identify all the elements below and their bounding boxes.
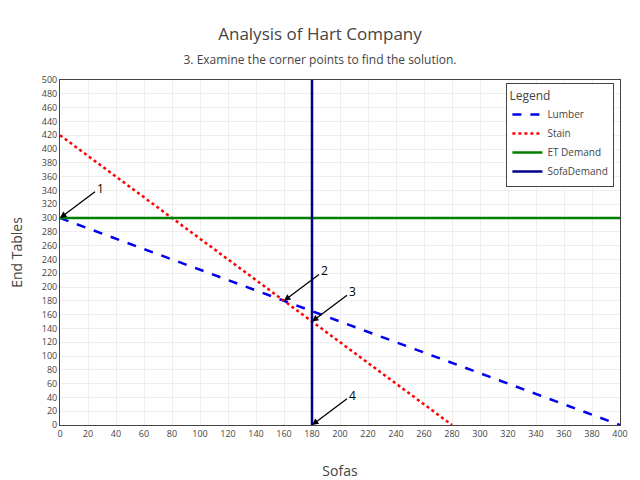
svg-text:480: 480 [42,87,57,100]
svg-text:260: 260 [416,427,431,440]
svg-text:360: 360 [556,427,571,440]
svg-text:60: 60 [47,377,57,390]
svg-text:40: 40 [47,391,57,404]
svg-text:60: 60 [139,427,149,440]
svg-text:SofaDemand: SofaDemand [547,164,607,178]
svg-text:Stain: Stain [547,126,570,140]
svg-text:1: 1 [97,180,104,197]
svg-text:380: 380 [42,156,57,169]
svg-text:100: 100 [192,427,207,440]
svg-text:Lumber: Lumber [547,107,583,121]
svg-text:160: 160 [276,427,291,440]
svg-text:200: 200 [332,427,347,440]
svg-text:End Tables: End Tables [7,217,26,288]
svg-text:Analysis of Hart Company: Analysis of Hart Company [218,22,422,45]
svg-text:200: 200 [42,280,57,293]
svg-text:80: 80 [47,363,57,376]
svg-text:320: 320 [500,427,515,440]
svg-text:2: 2 [321,262,328,279]
svg-text:220: 220 [42,266,57,279]
svg-text:120: 120 [42,335,57,348]
svg-text:80: 80 [167,427,177,440]
svg-text:Legend: Legend [509,87,550,104]
svg-text:140: 140 [42,322,57,335]
svg-text:20: 20 [83,427,93,440]
svg-text:300: 300 [472,427,487,440]
svg-text:400: 400 [42,142,57,155]
svg-text:280: 280 [444,427,459,440]
svg-text:320: 320 [42,197,57,210]
svg-text:340: 340 [528,427,543,440]
svg-text:360: 360 [42,170,57,183]
svg-text:Sofas: Sofas [322,461,358,480]
svg-text:120: 120 [220,427,235,440]
svg-text:0: 0 [57,427,62,440]
svg-text:240: 240 [388,427,403,440]
svg-text:3: 3 [349,283,356,300]
svg-text:340: 340 [42,184,57,197]
svg-text:220: 220 [360,427,375,440]
svg-text:240: 240 [42,253,57,266]
svg-text:180: 180 [304,427,319,440]
svg-text:440: 440 [42,115,57,128]
svg-text:300: 300 [42,211,57,224]
svg-text:3. Examine the corner points t: 3. Examine the corner points to find the… [184,51,457,68]
svg-text:180: 180 [42,294,57,307]
svg-text:280: 280 [42,225,57,238]
svg-text:400: 400 [612,427,627,440]
svg-text:380: 380 [584,427,599,440]
svg-text:100: 100 [42,349,57,362]
svg-text:500: 500 [42,73,57,86]
svg-text:260: 260 [42,239,57,252]
svg-text:140: 140 [248,427,263,440]
svg-text:40: 40 [111,427,121,440]
svg-text:160: 160 [42,308,57,321]
svg-text:4: 4 [349,387,356,404]
svg-text:20: 20 [47,404,57,417]
svg-text:0: 0 [52,418,57,431]
svg-text:ET Demand: ET Demand [547,145,601,159]
svg-text:460: 460 [42,101,57,114]
svg-text:420: 420 [42,128,57,141]
